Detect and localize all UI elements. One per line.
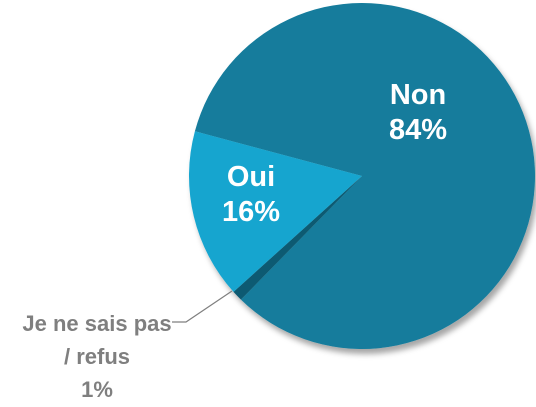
slice-label: Je ne sais pas / refus 1% [17, 307, 177, 406]
category-label: Non [389, 79, 447, 111]
slices [189, 2, 535, 349]
category-label: Oui [226, 161, 276, 193]
value-label: 1% [81, 377, 113, 402]
category-label: Je ne sais pas / refus [22, 311, 172, 369]
slice [233, 176, 362, 300]
slice [189, 131, 362, 292]
value-label: 84% [388, 113, 448, 146]
value-label: 16% [221, 195, 281, 228]
slice-label: Oui 16% [201, 160, 301, 230]
slice-label: Non 84% [368, 78, 468, 148]
slice [194, 2, 535, 349]
leader-line [172, 290, 233, 323]
